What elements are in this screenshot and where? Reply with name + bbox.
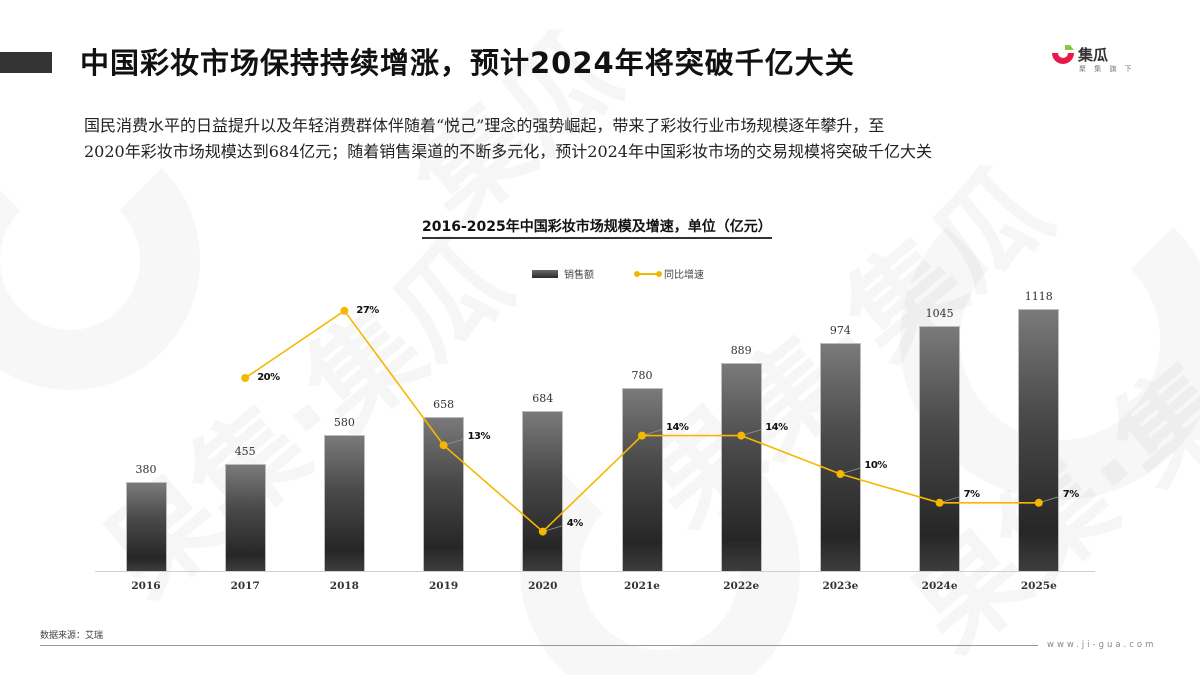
- growth-value-label: 7%: [963, 488, 980, 500]
- growth-data-point[interactable]: [439, 441, 448, 450]
- footer-divider: [40, 645, 1038, 646]
- x-axis-tick-label: 2022e: [723, 580, 760, 592]
- logo-mark-icon: [1052, 45, 1074, 64]
- bar-value-label: 1118: [1024, 290, 1053, 303]
- legend-label-growth: 同比增速: [664, 270, 704, 281]
- legend-label-sales: 销售额: [564, 270, 594, 281]
- x-axis-tick-label: 2018: [329, 580, 359, 592]
- sales-bar[interactable]: [919, 326, 961, 571]
- bar-value-label: 658: [433, 397, 455, 411]
- bar-value-label: 580: [333, 416, 355, 430]
- sales-bar[interactable]: [621, 388, 663, 571]
- chart-title: 2016-2025年中国彩妆市场规模及增速，单位（亿元）: [422, 216, 772, 239]
- logo-name: 集瓜: [1078, 46, 1109, 64]
- x-axis-tick-label: 2016: [131, 580, 161, 592]
- x-axis-tick-label: 2019: [428, 580, 459, 592]
- sales-bar[interactable]: [224, 464, 266, 571]
- growth-data-point[interactable]: [1034, 498, 1043, 507]
- page-title: 中国彩妆市场保持持续增涨，预计2024年将突破千亿大关: [80, 46, 855, 80]
- legend-item-sales[interactable]: 销售额: [532, 266, 594, 281]
- growth-data-point[interactable]: [737, 431, 746, 440]
- growth-value-label: 7%: [1062, 488, 1079, 500]
- intro-paragraph: 国民消费水平的日益提升以及年轻消费群体伴随着“悦己”理念的强势崛起，带来了彩妆行…: [84, 113, 1164, 165]
- growth-data-point[interactable]: [340, 306, 349, 315]
- growth-data-point[interactable]: [638, 431, 646, 440]
- bar-value-label: 684: [532, 391, 554, 405]
- growth-data-point[interactable]: [836, 470, 845, 478]
- x-axis-tick-label: 2017: [230, 580, 260, 592]
- growth-data-point[interactable]: [241, 374, 250, 382]
- sales-bar[interactable]: [720, 362, 762, 571]
- x-axis-tick-label: 2021e: [624, 580, 660, 592]
- growth-value-label: 14%: [765, 421, 788, 433]
- growth-value-label: 27%: [356, 304, 379, 316]
- x-axis-tick-label: 2025e: [1020, 580, 1057, 592]
- website-link[interactable]: www.ji-gua.com: [1047, 640, 1157, 650]
- logo-subtitle: 聚 集 旗 下: [1079, 65, 1135, 73]
- bar-value-label: 974: [829, 323, 851, 337]
- sales-bar[interactable]: [125, 481, 167, 571]
- growth-value-label: 14%: [666, 421, 689, 433]
- sales-bar[interactable]: [819, 342, 861, 571]
- data-source: 数据来源：艾瑞: [40, 631, 104, 641]
- growth-value-label: 10%: [864, 460, 887, 471]
- bar-value-label: 889: [730, 343, 752, 357]
- intro-line-2: 2020年彩妆市场规模达到684亿元；随着销售渠道的不断多元化，预计2024年中…: [84, 142, 932, 161]
- growth-value-label: 13%: [467, 431, 491, 443]
- bar-swatch-icon: [532, 269, 558, 278]
- brand-logo[interactable]: 集瓜 聚 集 旗 下: [1050, 44, 1160, 78]
- sales-bar[interactable]: [323, 435, 365, 571]
- header-accent-bar: [0, 52, 52, 73]
- bar-value-label: 380: [135, 462, 157, 476]
- legend-item-growth[interactable]: 同比增速: [634, 266, 704, 281]
- bar-value-label: 780: [631, 369, 653, 383]
- x-axis-tick-label: 2020: [528, 580, 558, 592]
- bar-value-label: 1045: [925, 307, 954, 321]
- growth-data-point[interactable]: [935, 498, 944, 507]
- growth-value-label: 20%: [257, 372, 280, 383]
- x-axis-line: [95, 571, 1095, 572]
- line-swatch-icon: [634, 270, 662, 278]
- x-axis-tick-label: 2023e: [822, 580, 859, 592]
- growth-data-point[interactable]: [538, 527, 547, 536]
- intro-line-1: 国民消费水平的日益提升以及年轻消费群体伴随着“悦己”理念的强势崛起，带来了彩妆行…: [84, 116, 885, 135]
- sales-bar[interactable]: [1018, 309, 1060, 571]
- growth-value-label: 4%: [566, 517, 583, 529]
- x-axis-tick-label: 2024e: [921, 580, 958, 592]
- sales-bar[interactable]: [522, 410, 564, 571]
- bar-value-label: 455: [234, 445, 256, 459]
